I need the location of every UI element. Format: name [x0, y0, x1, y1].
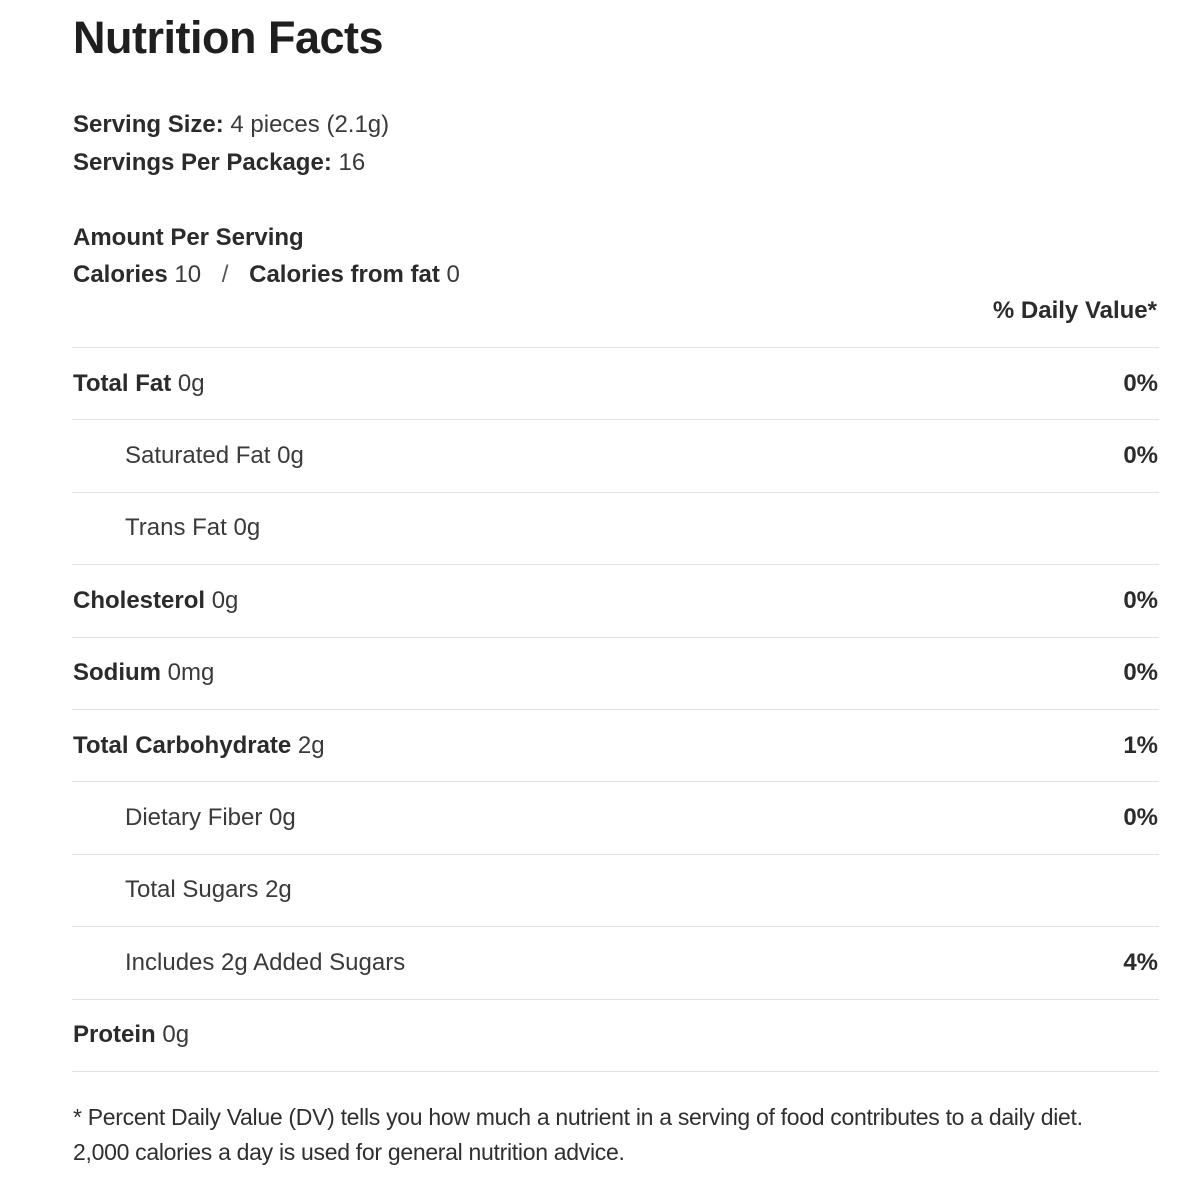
nutrient-row-added-sugars: Includes 2g Added Sugars 4% [72, 927, 1159, 1000]
calories-from-fat-value: 0 [446, 261, 460, 288]
daily-value-footnote: * Percent Daily Value (DV) tells you how… [73, 1100, 1173, 1170]
nutrient-daily-value: 0% [1123, 442, 1158, 470]
nutrient-label: Total Sugars 2g [125, 876, 292, 904]
amount-per-serving-line: Amount Per Serving [73, 224, 304, 252]
nutrient-table: Total Fat 0g 0% Saturated Fat 0g 0% Tran… [72, 347, 1159, 1072]
nutrient-daily-value: 0% [1123, 586, 1158, 614]
nutrient-label: Total Fat 0g [73, 370, 205, 398]
calories-from-fat-label: Calories from fat [249, 261, 440, 288]
page-title: Nutrition Facts [73, 12, 384, 63]
nutrient-label: Saturated Fat 0g [125, 442, 304, 470]
nutrient-name: Sodium [73, 659, 161, 687]
nutrient-name: Total Fat [73, 369, 172, 397]
nutrient-name: Includes 2g Added Sugars [125, 948, 406, 976]
nutrient-name: Total Sugars [125, 876, 259, 904]
nutrient-daily-value: 1% [1123, 731, 1158, 759]
footnote-line-1: * Percent Daily Value (DV) tells you how… [73, 1104, 1083, 1130]
calories-line: Calories 10 / Calories from fat 0 [73, 261, 460, 289]
nutrient-name: Dietary Fiber [125, 804, 263, 832]
nutrient-amount: 0g [211, 586, 239, 614]
nutrient-row-protein: Protein 0g [72, 1000, 1159, 1072]
servings-per-package-line: Servings Per Package: 16 [73, 149, 365, 177]
nutrient-daily-value: 4% [1123, 948, 1158, 976]
nutrient-row-cholesterol: Cholesterol 0g 0% [72, 565, 1159, 638]
nutrient-name: Cholesterol [73, 586, 206, 614]
nutrient-daily-value: 0% [1123, 804, 1158, 832]
serving-size-label: Serving Size: [73, 111, 224, 138]
nutrient-amount: 2g [265, 876, 292, 904]
nutrient-row-total-fat: Total Fat 0g 0% [72, 348, 1159, 421]
nutrient-name: Trans Fat [125, 514, 227, 542]
nutrient-row-dietary-fiber: Dietary Fiber 0g 0% [72, 782, 1159, 855]
calories-label: Calories [73, 261, 168, 288]
nutrient-row-saturated-fat: Saturated Fat 0g 0% [72, 420, 1159, 493]
servings-per-package-value: 16 [338, 149, 366, 176]
nutrient-amount: 2g [297, 731, 325, 759]
calories-separator: / [221, 261, 229, 288]
nutrient-daily-value: 0% [1123, 369, 1158, 397]
nutrient-row-total-sugars: Total Sugars 2g [72, 855, 1159, 928]
calories-value: 10 [174, 261, 202, 288]
nutrient-label: Cholesterol 0g [73, 587, 238, 615]
nutrient-label: Protein 0g [73, 1021, 189, 1049]
nutrient-amount: 0g [162, 1021, 190, 1049]
servings-per-package-label: Servings Per Package: [73, 149, 332, 176]
nutrient-name: Total Carbohydrate [73, 731, 292, 759]
nutrient-amount: 0g [177, 369, 205, 397]
nutrient-row-sodium: Sodium 0mg 0% [72, 638, 1159, 710]
nutrient-daily-value: 0% [1123, 659, 1158, 687]
nutrient-name: Protein [73, 1021, 156, 1049]
nutrient-label: Includes 2g Added Sugars [125, 949, 405, 977]
amount-per-serving-heading: Amount Per Serving [73, 224, 304, 251]
nutrient-row-total-carbohydrate: Total Carbohydrate 2g 1% [72, 710, 1159, 783]
daily-value-header: % Daily Value* [992, 297, 1157, 324]
nutrient-amount: 0g [269, 804, 296, 832]
nutrient-row-trans-fat: Trans Fat 0g [72, 493, 1159, 566]
nutrient-name: Saturated Fat [125, 442, 271, 470]
nutrient-label: Sodium 0mg [73, 659, 214, 687]
nutrient-amount: 0mg [167, 659, 215, 687]
nutrient-label: Total Carbohydrate 2g [73, 732, 325, 760]
nutrient-amount: 0g [277, 442, 304, 470]
nutrient-label: Dietary Fiber 0g [125, 804, 296, 832]
footnote-line-2: 2,000 calories a day is used for general… [73, 1139, 625, 1165]
nutrient-label: Trans Fat 0g [125, 514, 260, 542]
nutrient-amount: 0g [233, 514, 261, 542]
serving-size-line: Serving Size: 4 pieces (2.1g) [73, 111, 389, 139]
serving-size-value: 4 pieces (2.1g) [230, 111, 390, 138]
